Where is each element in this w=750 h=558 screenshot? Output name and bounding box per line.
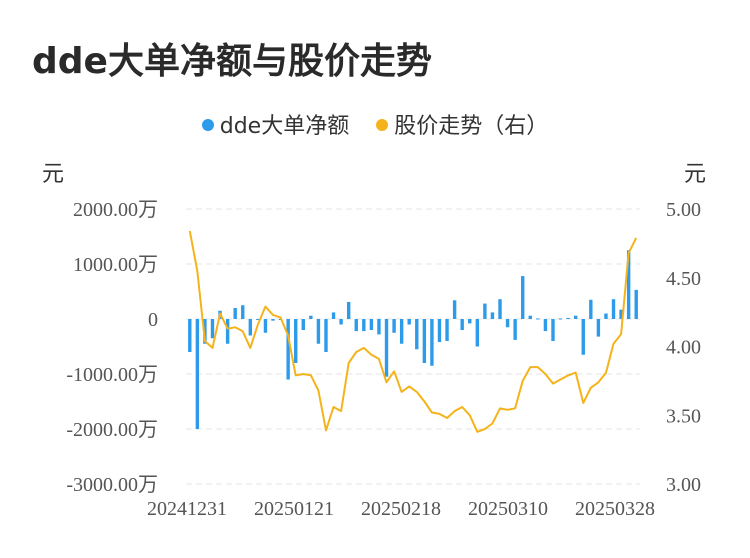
dde-bar (339, 319, 343, 325)
dde-bar (286, 319, 290, 380)
dde-bar (233, 308, 237, 319)
dde-bar (437, 319, 442, 343)
dde-bar (468, 319, 472, 324)
dde-bar (316, 319, 321, 344)
dde-bar (430, 319, 434, 366)
x-tick-label: 20241231 (147, 498, 227, 520)
x-tick-label: 20250218 (361, 498, 441, 520)
dde-bar (354, 319, 358, 332)
dde-bar (225, 319, 230, 344)
legend-item-price[interactable]: 股价走势（右） (376, 108, 548, 140)
right-axis-unit: 元 (684, 162, 707, 187)
legend-dot-dde-icon (201, 119, 214, 131)
dde-bar (460, 319, 464, 330)
dde-bar (241, 305, 245, 319)
dde-bar (589, 299, 593, 319)
dde-bar (415, 319, 419, 350)
dde-bar (195, 319, 200, 429)
legend-dot-price-icon (376, 119, 389, 131)
price-line (188, 230, 638, 433)
dde-bar (498, 299, 502, 319)
y-left-tick-label: -1000.00万 (66, 364, 158, 386)
y-right-tick-label: 5.00 (666, 199, 701, 221)
dde-bar (490, 312, 495, 319)
y-left-tick-label: 1000.00万 (73, 254, 158, 276)
chart-title: dde大单净额与股价走势 (32, 41, 432, 82)
y-right-tick-label: 4.00 (666, 337, 701, 359)
dde-bar (369, 319, 374, 330)
dde-bar (475, 319, 480, 347)
dde-bar (309, 315, 313, 319)
dde-bar (528, 315, 532, 319)
y-right-tick-label: 3.00 (666, 474, 701, 496)
dde-bar (596, 319, 601, 337)
x-tick-label: 20250310 (468, 498, 548, 520)
dde-bar (248, 319, 253, 336)
dde-bar (445, 319, 449, 341)
dde-bar (558, 318, 563, 320)
dde-bar (581, 319, 585, 355)
dde-bar (331, 312, 336, 319)
dde-bar (301, 319, 305, 330)
dde-bar (210, 319, 215, 339)
dde-bar (521, 276, 525, 319)
dde-bar (551, 319, 555, 341)
y-right-tick-label: 3.50 (666, 405, 701, 427)
dde-bar (324, 319, 328, 352)
dde-bar (384, 319, 389, 377)
dde-bar (203, 319, 207, 344)
y-left-tick-label: 0 (148, 309, 158, 331)
dde-bar (604, 313, 608, 319)
dde-bar (271, 319, 275, 321)
dde-bar (634, 289, 638, 319)
legend-item-dde[interactable]: dde大单净额 (201, 108, 350, 140)
legend[interactable]: dde大单净额 股价走势（右） (0, 108, 750, 140)
y-left-tick-label: -3000.00万 (66, 474, 158, 496)
y-left-tick-label: -2000.00万 (66, 419, 158, 441)
dde-bar (573, 315, 578, 319)
dde-bar (483, 303, 487, 319)
dde-bar (377, 319, 381, 335)
dde-bar (543, 319, 548, 332)
x-tick-label: 20250121 (254, 498, 334, 520)
dde-bar (619, 309, 623, 319)
dde-bar (452, 300, 457, 319)
x-tick-label: 20250328 (575, 498, 655, 520)
dde-bar (188, 319, 192, 352)
dde-bar (263, 319, 268, 333)
dde-bar (566, 317, 570, 319)
dde-bar (256, 319, 260, 320)
y-right-tick-label: 4.50 (666, 268, 701, 290)
legend-label-price: 股价走势（右） (394, 114, 549, 139)
dde-bar (362, 319, 366, 332)
dde-bar (626, 250, 631, 319)
dde-bar (392, 319, 396, 333)
dde-bar (346, 301, 351, 319)
legend-label-dde: dde大单净额 (219, 114, 350, 139)
dde-bar (399, 319, 404, 344)
left-axis-unit: 元 (42, 162, 65, 187)
dde-bar (294, 319, 298, 363)
dde-bar (611, 299, 616, 319)
dde-bar (505, 319, 510, 328)
dde-bar (513, 319, 517, 340)
dde-bar (536, 318, 540, 320)
y-left-tick-label: 2000.00万 (73, 199, 158, 221)
dde-bar (422, 319, 427, 363)
dde-bar (407, 319, 411, 325)
